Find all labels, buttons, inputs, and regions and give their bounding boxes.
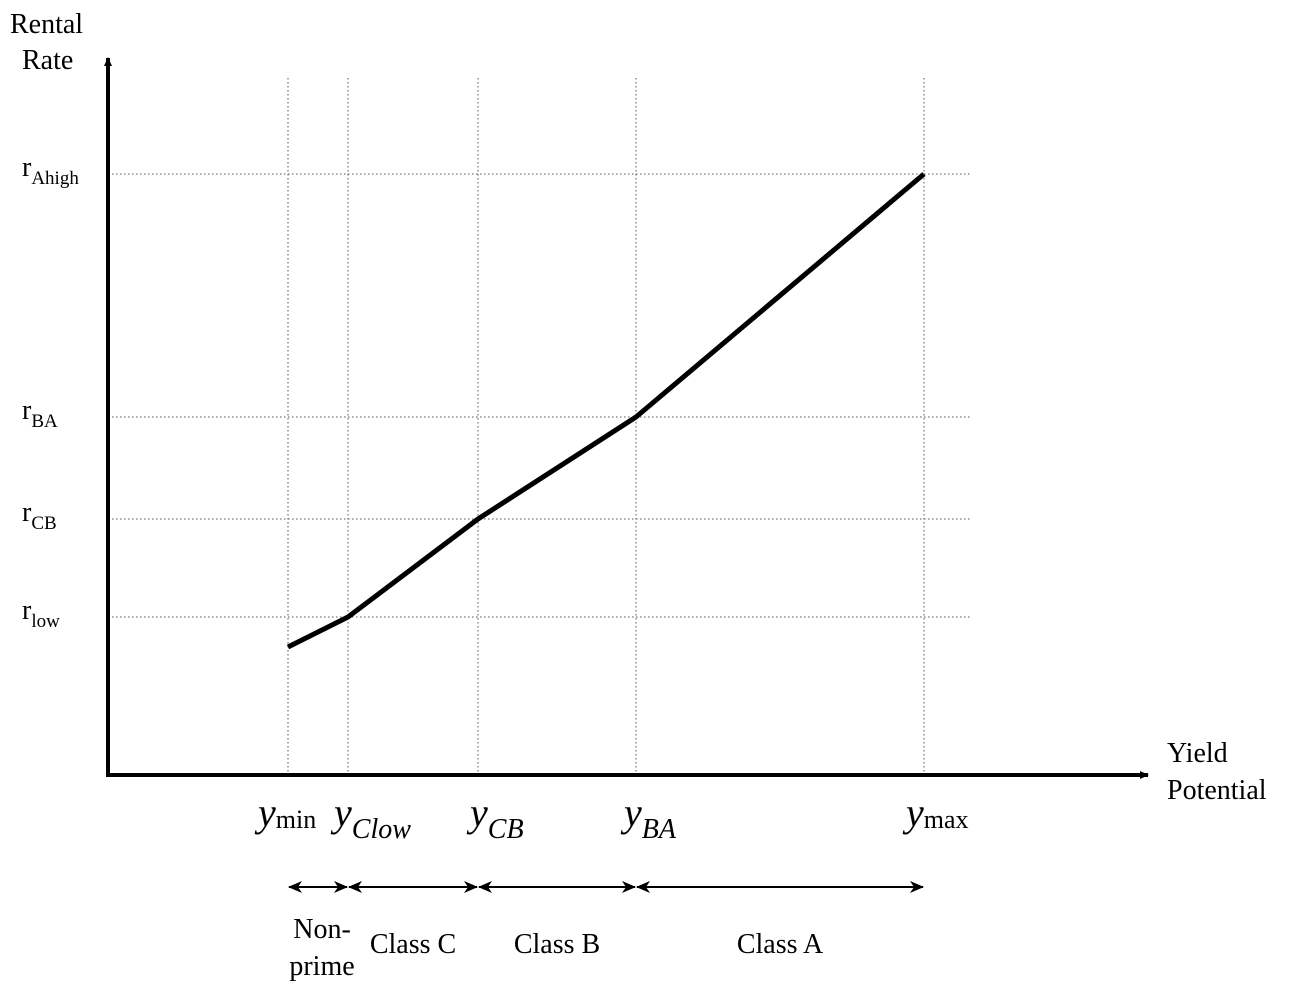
class-ranges: Non-prime Class C Class B Class A bbox=[288, 881, 924, 982]
range-label-2: Class B bbox=[514, 929, 600, 960]
y-tick-r_low: rlow bbox=[22, 595, 60, 632]
y-tick-r_BA: rBA bbox=[22, 395, 58, 432]
range-label-3: Class A bbox=[737, 929, 824, 960]
x-tick-y_max: ymax bbox=[902, 790, 969, 835]
guide-lines bbox=[108, 78, 972, 775]
x-axis-label-line2: Potential bbox=[1167, 775, 1267, 806]
x-tick-labels: ymin yClow yCB yBA ymax bbox=[254, 790, 969, 845]
y-tick-r_Ahigh: rAhigh bbox=[22, 152, 79, 189]
rental-rate-curve bbox=[286, 172, 926, 650]
x-tick-y_BA: yBA bbox=[620, 790, 677, 845]
range-label-0-line1: Non- bbox=[293, 914, 351, 945]
x-tick-y_min: ymin bbox=[254, 790, 316, 835]
y-axis-label-line1: Rental bbox=[10, 9, 83, 40]
range-label-1: Class C bbox=[370, 929, 456, 960]
y-tick-r_CB: rCB bbox=[22, 497, 57, 534]
range-label-0-line2: prime bbox=[289, 951, 354, 982]
x-axis-label-line1: Yield bbox=[1167, 738, 1228, 769]
x-tick-y_Clow: yClow bbox=[330, 790, 411, 845]
y-axis-label-line2: Rate bbox=[22, 45, 73, 76]
y-tick-labels: rlow rCB rBA rAhigh bbox=[22, 152, 79, 632]
x-tick-y_CB: yCB bbox=[466, 790, 524, 845]
